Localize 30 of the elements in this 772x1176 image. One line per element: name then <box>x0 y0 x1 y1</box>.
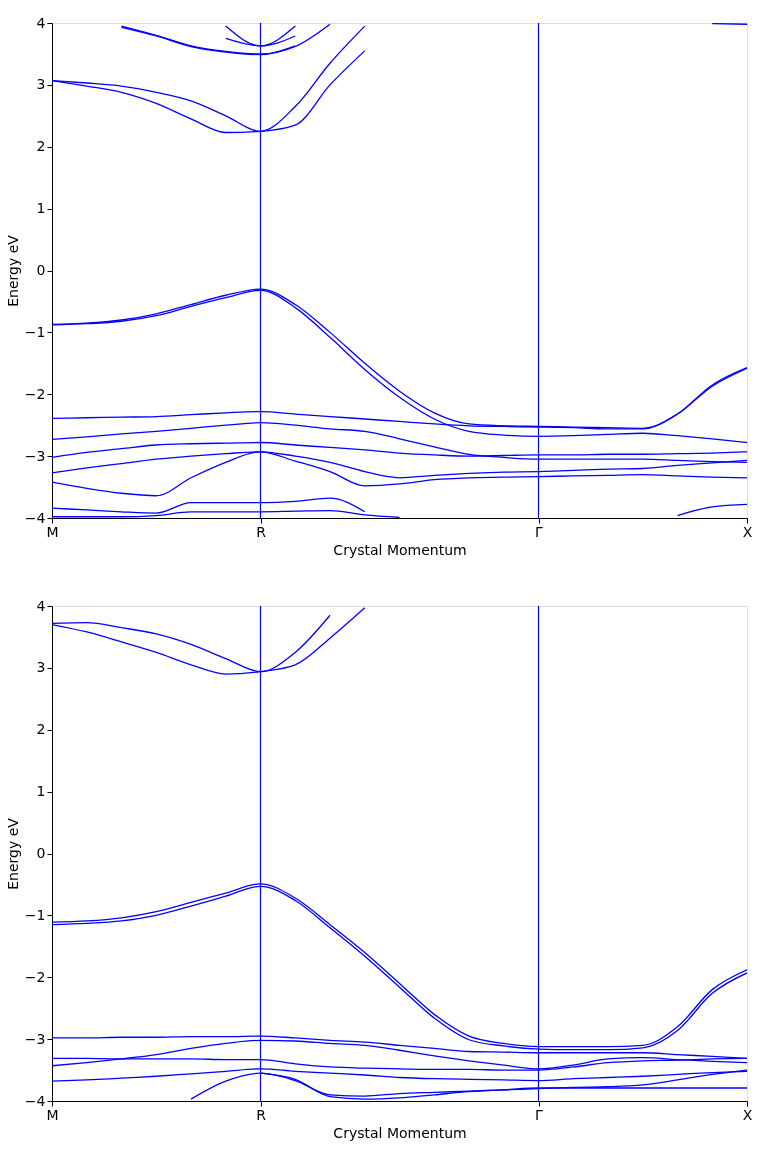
x-tick-label: Γ <box>535 1106 544 1123</box>
x-tick-label: Γ <box>535 523 544 540</box>
x-tick-label: R <box>256 523 267 540</box>
y-tick-label: −4 <box>24 509 46 526</box>
y-tick-label: 0 <box>36 845 46 861</box>
y-tick-label: −2 <box>24 385 46 402</box>
y-tick-label: −3 <box>24 447 46 464</box>
y-tick-label: 4 <box>36 597 46 614</box>
x-axis-title: Crystal Momentum <box>333 1124 467 1141</box>
y-tick-label: −1 <box>24 323 46 340</box>
y-tick-label: 2 <box>36 721 46 738</box>
x-tick-label: M <box>46 523 59 540</box>
x-tick-label: X <box>742 523 753 540</box>
x-tick-label: M <box>46 1106 59 1123</box>
y-tick-label: 2 <box>36 138 46 155</box>
y-tick-label: 3 <box>36 659 46 676</box>
x-tick-label: R <box>256 1106 267 1123</box>
y-tick-label: −4 <box>24 1092 46 1109</box>
y-tick-label: −3 <box>24 1030 46 1047</box>
y-tick-label: 1 <box>36 200 46 217</box>
y-axis-title: Energy eV <box>4 817 21 890</box>
y-tick-label: 0 <box>36 262 46 278</box>
y-axis-title: Energy eV <box>4 234 21 307</box>
x-tick-label: X <box>742 1106 753 1123</box>
y-tick-label: 4 <box>36 14 46 31</box>
y-tick-label: 1 <box>36 783 46 800</box>
y-tick-label: −2 <box>24 968 46 985</box>
x-axis-title: Crystal Momentum <box>333 541 467 558</box>
y-tick-label: 3 <box>36 76 46 93</box>
y-tick-label: −1 <box>24 906 46 923</box>
